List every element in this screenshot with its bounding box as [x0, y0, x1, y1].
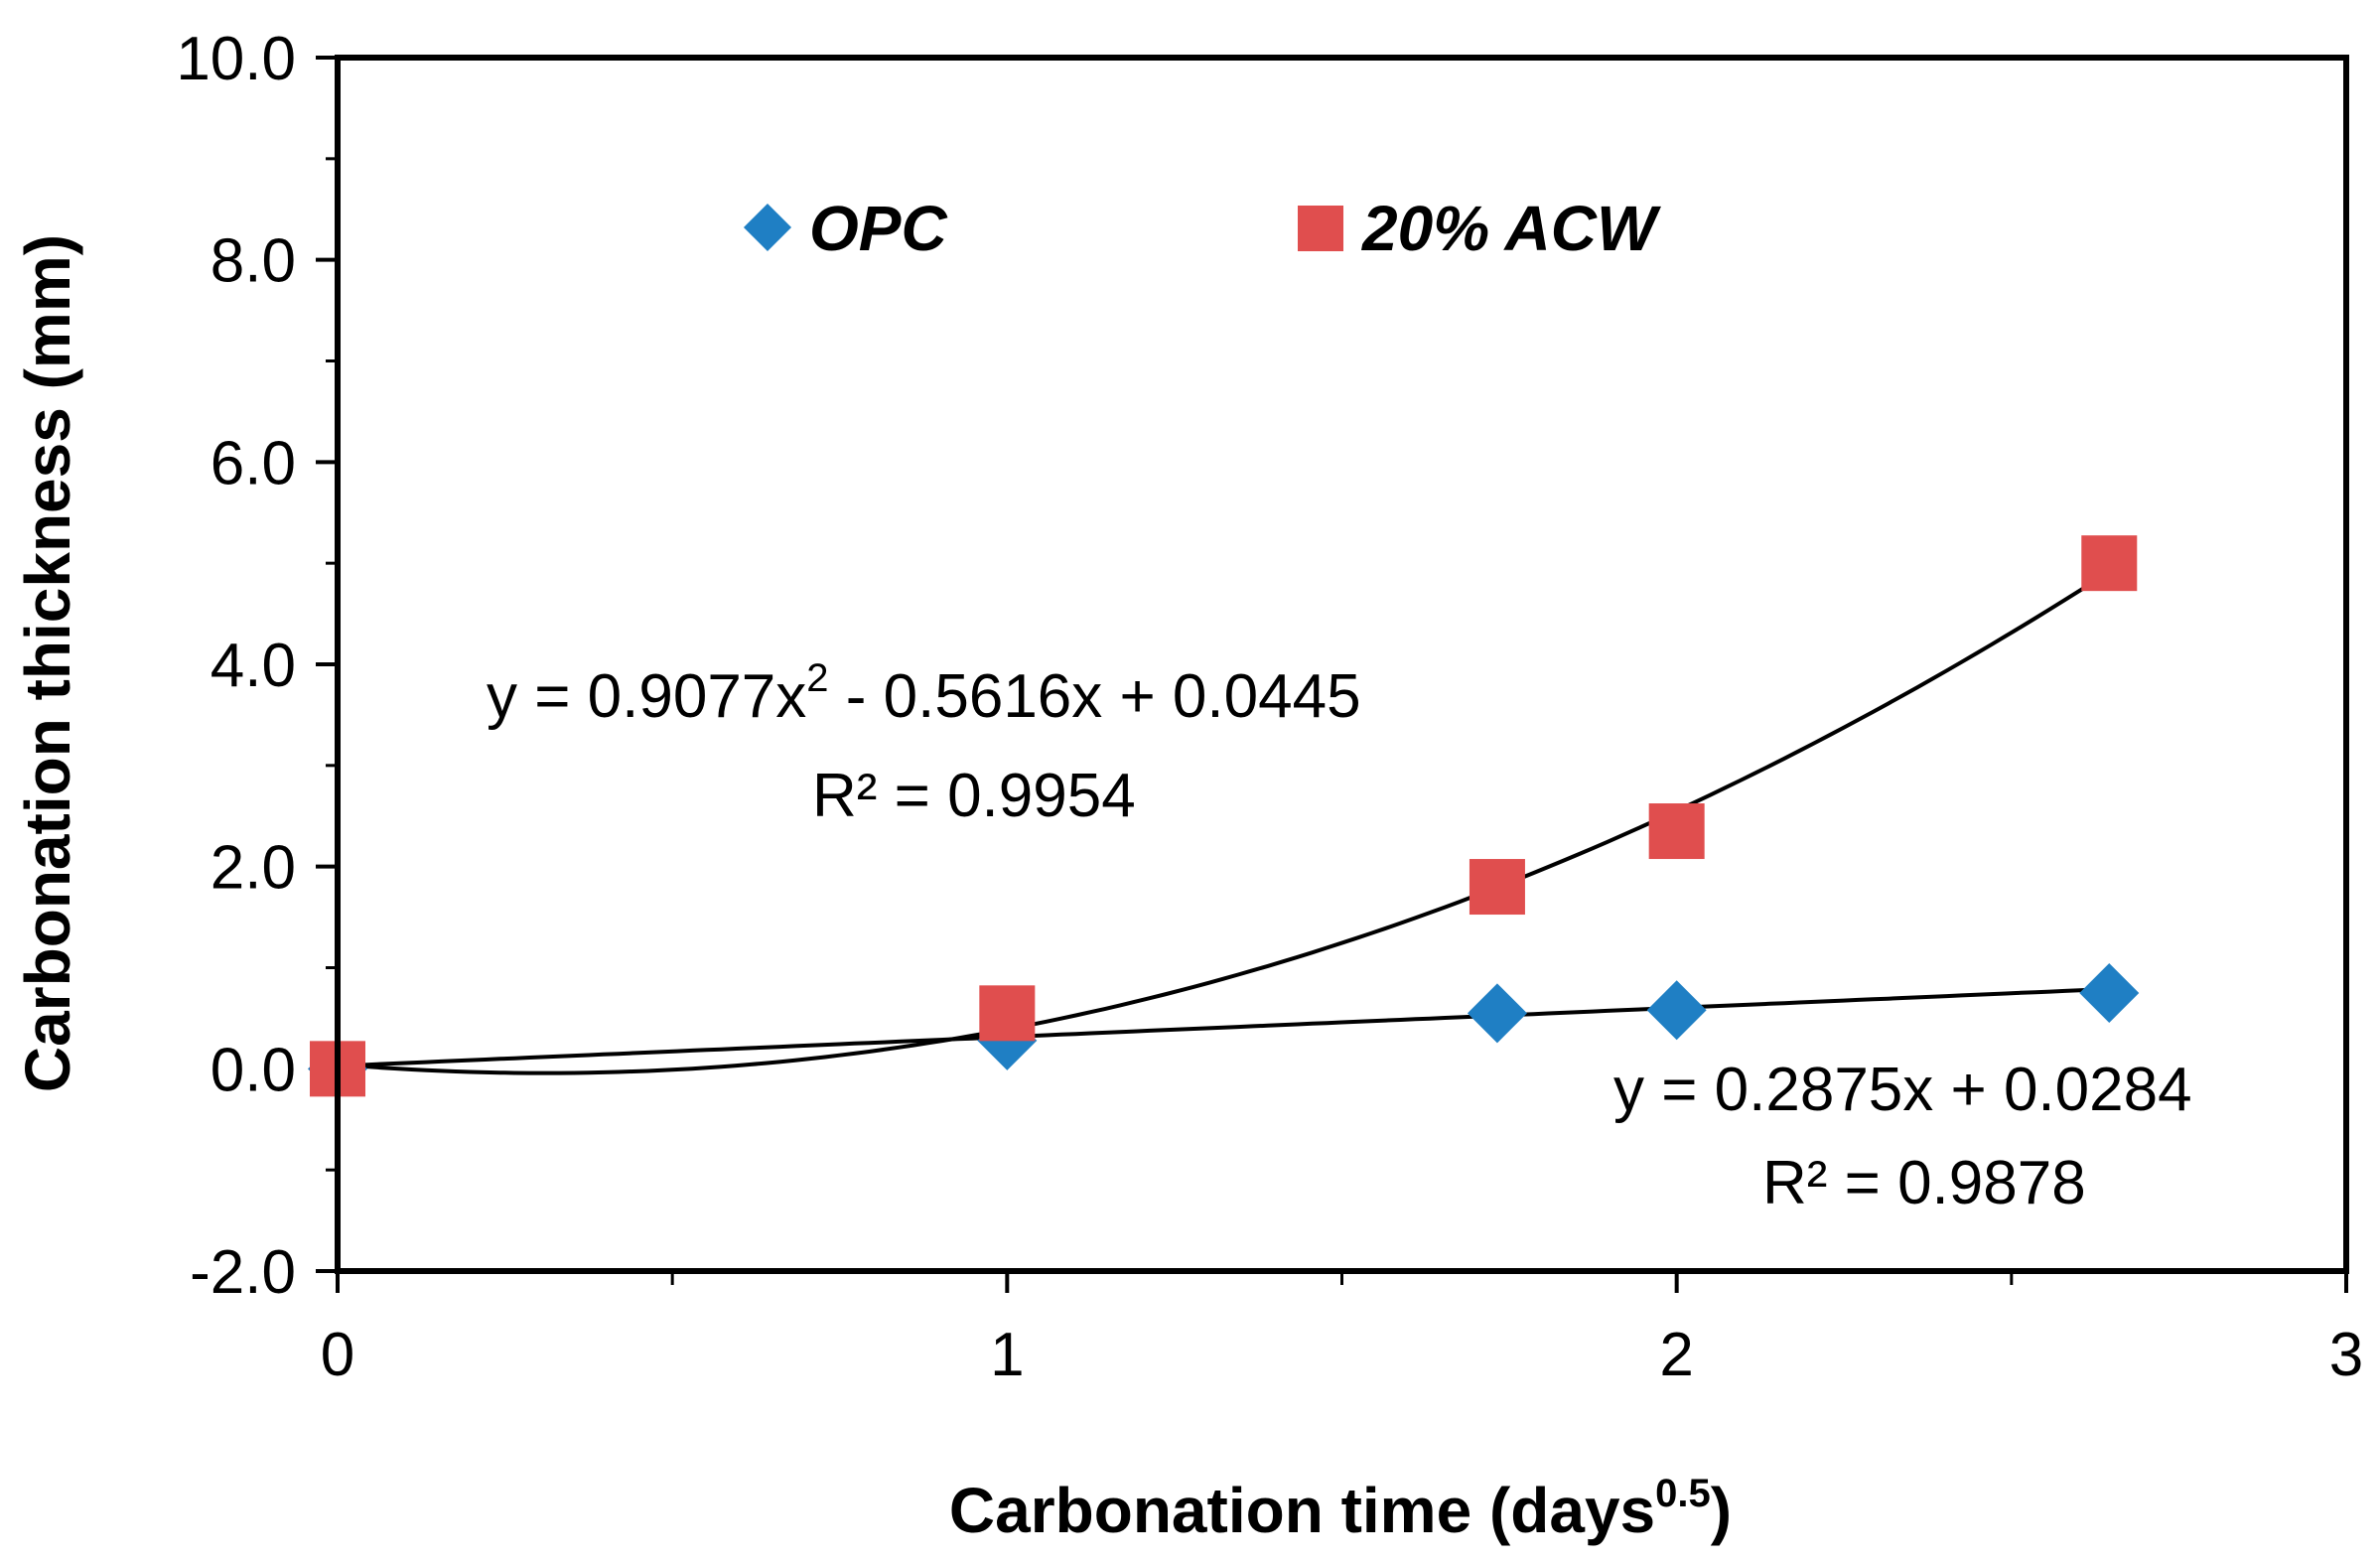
acw-point	[2081, 535, 2138, 592]
legend-label-acw: 20% ACW	[1361, 193, 1661, 264]
opc-equation: y = 0.2875x + 0.0284	[1613, 1056, 2192, 1124]
axis-ticks	[316, 56, 2348, 1293]
trendline-opc	[337, 987, 2110, 1068]
x-tick-label: 1	[990, 1321, 1024, 1389]
acw-r2: R² = 0.9954	[812, 762, 1136, 830]
y-tick-label: 2.0	[210, 834, 296, 903]
acw-point	[1648, 803, 1705, 860]
trendline-acw	[337, 570, 2111, 1075]
acw-point	[1469, 859, 1525, 916]
opc-point	[1467, 983, 1527, 1044]
y-tick-label: 0.0	[210, 1036, 296, 1104]
opc-point	[2079, 962, 2140, 1023]
y-tick-label: 10.0	[176, 25, 296, 93]
x-tick-label: 0	[321, 1321, 354, 1389]
legend-marker-acw	[1298, 206, 1343, 251]
legend: OPC 20% ACW	[743, 193, 1661, 264]
trendlines	[337, 570, 2111, 1075]
x-axis-title: Carbonation time (days0.5)	[949, 1472, 1732, 1546]
y-tick-label: 6.0	[210, 429, 296, 498]
y-tick-label: 4.0	[210, 632, 296, 700]
opc-r2: R² = 0.9878	[1762, 1149, 2086, 1217]
y-tick-label: 8.0	[210, 227, 296, 296]
acw-equation-post: - 0.5616x + 0.0445	[829, 662, 1361, 731]
y-tick-label: -2.0	[190, 1238, 296, 1307]
x-tick-label: 2	[1659, 1321, 1693, 1389]
x-axis-title-close: )	[1711, 1475, 1732, 1546]
tick-labels: -2.0 0.0 2.0 4.0 6.0 8.0 10.0 0 1 2 3	[176, 25, 2363, 1389]
legend-label-opc: OPC	[809, 193, 947, 264]
y-axis-title: Carbonation thickness (mm)	[12, 234, 83, 1092]
acw-equation-pre: y = 0.9077x	[487, 662, 806, 731]
acw-equation-sup: 2	[806, 656, 828, 700]
legend-marker-opc	[743, 203, 792, 252]
x-axis-title-sup: 0.5	[1655, 1472, 1711, 1515]
plot-frame	[335, 55, 2349, 1274]
acw-equation: y = 0.9077x2 - 0.5616x + 0.0445	[487, 656, 1361, 731]
x-tick-label: 3	[2329, 1321, 2363, 1389]
acw-point	[979, 985, 1036, 1042]
opc-point	[1646, 980, 1707, 1041]
x-axis-title-main: Carbonation time (days	[949, 1475, 1655, 1546]
